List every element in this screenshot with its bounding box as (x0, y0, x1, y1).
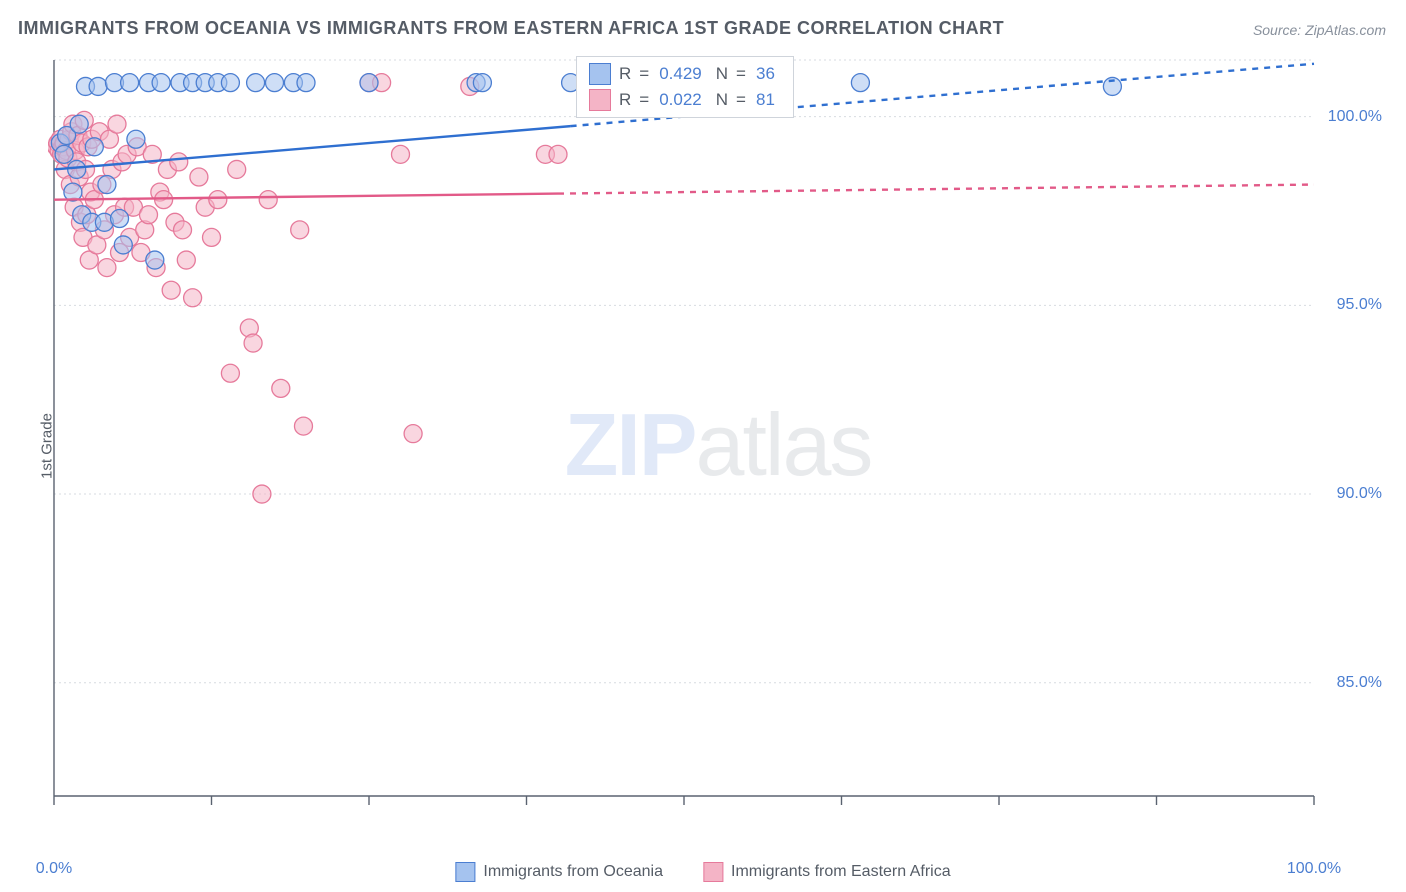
stat-text: N (716, 90, 728, 110)
stat-text: 0.429 (657, 64, 708, 84)
legend-item-eastern-africa: Immigrants from Eastern Africa (703, 862, 951, 882)
bottom-legend: Immigrants from Oceania Immigrants from … (455, 862, 950, 882)
swatch-oceania (455, 862, 475, 882)
legend-item-oceania: Immigrants from Oceania (455, 862, 663, 882)
y-tick-label: 90.0% (1337, 485, 1382, 503)
source-attribution: Source: ZipAtlas.com (1253, 22, 1386, 38)
y-tick-label: 85.0% (1337, 674, 1382, 692)
correlation-legend: R = 0.429 N = 36 R = 0.022 N = 81 (576, 56, 794, 118)
plot-area: ZIPatlas R=0.429N=36R=0.022N=81 100.0%95… (48, 50, 1388, 840)
stat-text: N (716, 64, 728, 84)
y-tick-label: 100.0% (1328, 108, 1382, 126)
stat-text: 0.022 (657, 90, 708, 110)
plot-svg (48, 50, 1388, 840)
stat-text: 81 (754, 90, 781, 110)
stat-swatch-oceania (589, 63, 611, 85)
stat-text: = (639, 64, 649, 84)
chart-title: IMMIGRANTS FROM OCEANIA VS IMMIGRANTS FR… (18, 18, 1004, 39)
y-tick-label: 95.0% (1337, 296, 1382, 314)
stat-text: = (639, 90, 649, 110)
stat-text: R (619, 90, 631, 110)
x-tick-label: 100.0% (1287, 860, 1341, 878)
legend-label-oceania: Immigrants from Oceania (483, 863, 663, 881)
legend-label-eastern-africa: Immigrants from Eastern Africa (731, 863, 951, 881)
stat-text: = (736, 64, 746, 84)
stat-swatch-eastern_africa (589, 89, 611, 111)
stat-text: = (736, 90, 746, 110)
x-tick-label: 0.0% (36, 860, 72, 878)
stat-text: 36 (754, 64, 781, 84)
chart-container: IMMIGRANTS FROM OCEANIA VS IMMIGRANTS FR… (0, 0, 1406, 892)
stat-text: R (619, 64, 631, 84)
swatch-eastern-africa (703, 862, 723, 882)
